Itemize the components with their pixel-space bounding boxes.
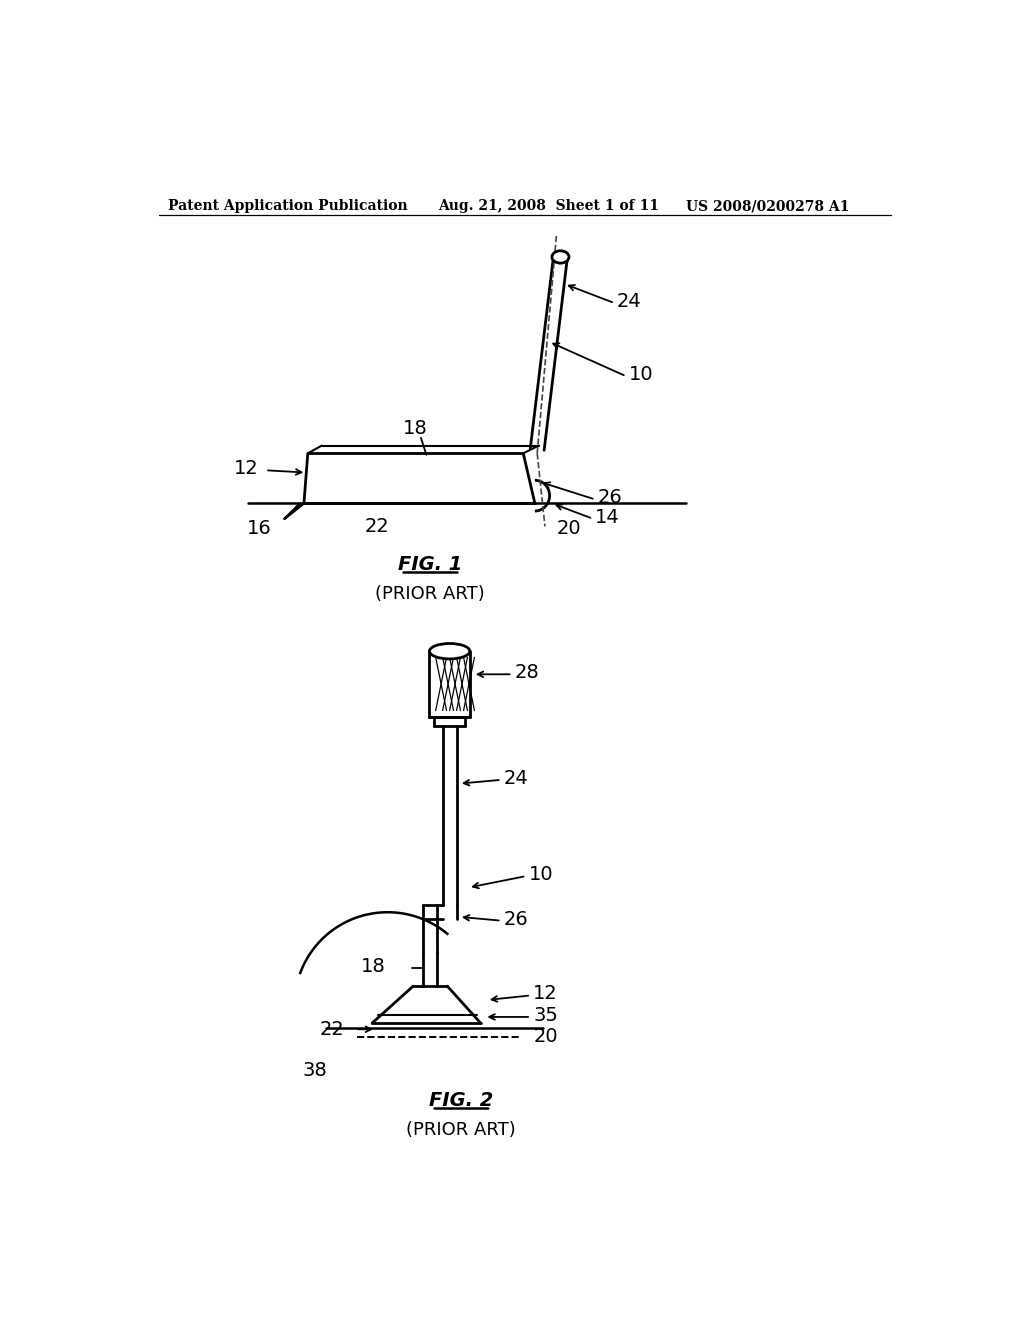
- Text: 26: 26: [504, 909, 528, 929]
- Text: 35: 35: [534, 1006, 558, 1024]
- Text: 12: 12: [534, 985, 558, 1003]
- Text: 18: 18: [361, 957, 386, 977]
- Text: 14: 14: [595, 508, 621, 527]
- Text: US 2008/0200278 A1: US 2008/0200278 A1: [686, 199, 849, 213]
- Text: 10: 10: [629, 366, 653, 384]
- Text: 28: 28: [515, 663, 540, 682]
- Text: 20: 20: [534, 1027, 558, 1047]
- Text: 24: 24: [617, 292, 642, 312]
- Text: 24: 24: [504, 768, 528, 788]
- Text: 12: 12: [234, 459, 259, 478]
- Text: 10: 10: [528, 865, 553, 884]
- Text: 18: 18: [403, 420, 428, 438]
- Text: 16: 16: [248, 519, 272, 537]
- Ellipse shape: [429, 644, 470, 659]
- Ellipse shape: [552, 251, 569, 263]
- Text: 22: 22: [319, 1020, 344, 1039]
- Text: (PRIOR ART): (PRIOR ART): [376, 585, 485, 603]
- Text: FIG. 1: FIG. 1: [398, 556, 463, 574]
- Text: 20: 20: [557, 519, 582, 537]
- Text: 22: 22: [365, 517, 389, 536]
- Text: (PRIOR ART): (PRIOR ART): [407, 1121, 516, 1139]
- Text: Aug. 21, 2008  Sheet 1 of 11: Aug. 21, 2008 Sheet 1 of 11: [438, 199, 659, 213]
- Text: 38: 38: [302, 1060, 327, 1080]
- Text: Patent Application Publication: Patent Application Publication: [168, 199, 408, 213]
- Text: 26: 26: [598, 488, 623, 507]
- Text: FIG. 2: FIG. 2: [429, 1092, 494, 1110]
